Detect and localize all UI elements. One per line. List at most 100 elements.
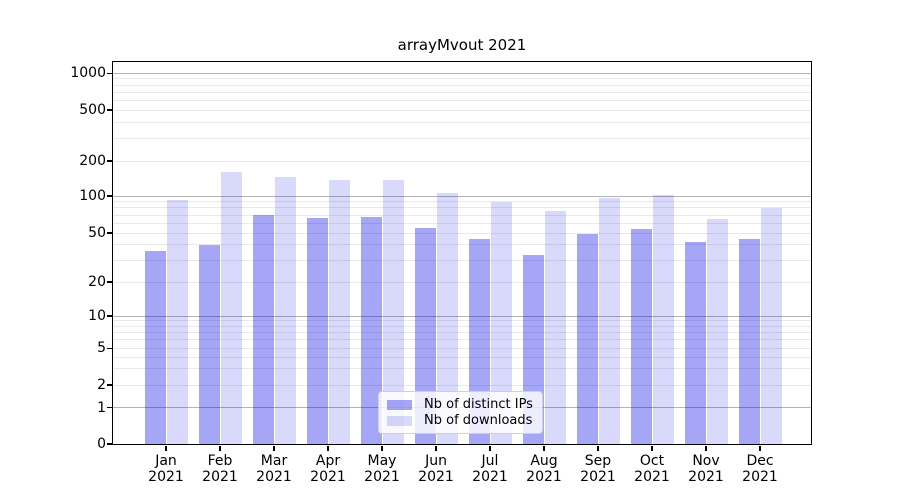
x-tick-year: 2021 bbox=[148, 469, 184, 485]
y-tick-label-50: 50 bbox=[88, 225, 106, 241]
x-tick-year: 2021 bbox=[526, 469, 562, 485]
minor-gridline bbox=[113, 222, 811, 224]
x-tick-mark bbox=[759, 445, 761, 451]
legend-label-distinct-ips: Nb of distinct IPs bbox=[424, 397, 533, 412]
y-tick-label-500: 500 bbox=[79, 102, 106, 118]
minor-gridline bbox=[113, 259, 811, 261]
x-tick-label-feb: Feb 2021 bbox=[190, 453, 250, 485]
minor-gridline bbox=[113, 368, 811, 370]
bar-distinct-ips-nov bbox=[684, 242, 706, 444]
x-tick-month: Aug bbox=[530, 453, 558, 469]
x-tick-label-aug: Aug 2021 bbox=[514, 453, 574, 485]
x-tick-year: 2021 bbox=[202, 469, 238, 485]
minor-gridline bbox=[113, 207, 811, 209]
x-tick-label-oct: Oct 2021 bbox=[622, 453, 682, 485]
y-tick-mark bbox=[107, 109, 113, 111]
x-tick-year: 2021 bbox=[580, 469, 616, 485]
bar-downloads-jun bbox=[436, 192, 458, 444]
bar-downloads-nov bbox=[706, 218, 728, 444]
x-tick-mark bbox=[597, 445, 599, 451]
y-tick-mark bbox=[107, 72, 113, 75]
x-tick-label-jul: Jul 2021 bbox=[460, 453, 520, 485]
bar-downloads-apr bbox=[328, 180, 350, 444]
x-tick-month: Sep bbox=[584, 453, 612, 469]
bar-distinct-ips-oct bbox=[630, 228, 652, 444]
minor-gridline bbox=[113, 201, 811, 203]
x-tick-month: Dec bbox=[746, 453, 774, 469]
minor-gridline bbox=[113, 84, 811, 86]
x-tick-month: Feb bbox=[207, 453, 233, 469]
legend-item-downloads: Nb of downloads bbox=[387, 413, 534, 428]
bar-downloads-dec bbox=[760, 207, 782, 444]
bar-downloads-sep bbox=[598, 198, 620, 444]
x-tick-mark bbox=[165, 445, 167, 451]
legend-swatch-distinct-ips bbox=[387, 399, 412, 410]
minor-gridline bbox=[113, 91, 811, 93]
plot-area bbox=[113, 62, 811, 444]
bar-distinct-ips-apr bbox=[306, 218, 328, 444]
bar-downloads-jan bbox=[166, 200, 188, 444]
y-tick-mark bbox=[107, 281, 113, 283]
x-tick-label-may: May 2021 bbox=[352, 453, 412, 485]
y-tick-label-0: 0 bbox=[97, 436, 106, 452]
y-tick-mark bbox=[107, 384, 113, 386]
bar-downloads-may bbox=[382, 179, 404, 444]
x-tick-year: 2021 bbox=[688, 469, 724, 485]
bar-downloads-aug bbox=[544, 211, 566, 444]
y-tick-mark bbox=[107, 195, 113, 197]
x-tick-month: Oct bbox=[639, 453, 665, 469]
y-tick-label-20: 20 bbox=[88, 274, 106, 290]
bar-downloads-feb bbox=[220, 172, 242, 444]
x-tick-month: Jun bbox=[425, 453, 447, 469]
x-tick-year: 2021 bbox=[742, 469, 778, 485]
y-tick-mark bbox=[107, 160, 113, 162]
x-tick-month: Nov bbox=[692, 453, 720, 469]
major-gridline bbox=[113, 72, 811, 74]
bar-distinct-ips-jun bbox=[414, 227, 436, 444]
y-tick-label-1: 1 bbox=[97, 399, 106, 416]
legend-swatch-downloads bbox=[387, 415, 412, 426]
minor-gridline bbox=[113, 78, 811, 80]
y-tick-mark bbox=[107, 406, 113, 409]
y-tick-label-1000: 1000 bbox=[70, 65, 106, 82]
x-tick-mark bbox=[435, 445, 437, 451]
minor-gridline bbox=[113, 232, 811, 234]
x-tick-label-nov: Nov 2021 bbox=[676, 453, 736, 485]
x-tick-label-apr: Apr 2021 bbox=[298, 453, 358, 485]
minor-gridline bbox=[113, 325, 811, 327]
minor-gridline bbox=[113, 99, 811, 101]
bar-distinct-ips-jan bbox=[144, 250, 166, 444]
x-tick-mark bbox=[651, 445, 653, 451]
x-tick-label-sep: Sep 2021 bbox=[568, 453, 628, 485]
minor-gridline bbox=[113, 244, 811, 246]
x-tick-mark bbox=[381, 445, 383, 451]
bar-distinct-ips-feb bbox=[198, 244, 220, 444]
x-tick-label-jun: Jun 2021 bbox=[406, 453, 466, 485]
x-tick-mark bbox=[489, 445, 491, 451]
minor-gridline bbox=[113, 347, 811, 349]
minor-gridline bbox=[113, 356, 811, 358]
x-tick-month: Jan bbox=[155, 453, 177, 469]
bar-downloads-oct bbox=[652, 195, 674, 444]
x-tick-mark bbox=[543, 445, 545, 451]
bar-distinct-ips-may bbox=[360, 216, 382, 444]
bar-distinct-ips-mar bbox=[252, 215, 274, 444]
y-tick-label-100: 100 bbox=[79, 188, 106, 204]
y-tick-label-5: 5 bbox=[97, 340, 106, 357]
x-tick-mark bbox=[705, 445, 707, 451]
major-gridline bbox=[113, 315, 811, 317]
x-tick-year: 2021 bbox=[418, 469, 454, 485]
legend-item-distinct-ips: Nb of distinct IPs bbox=[387, 397, 534, 412]
minor-gridline bbox=[113, 214, 811, 216]
legend: Nb of distinct IPs Nb of downloads bbox=[378, 391, 543, 434]
bar-distinct-ips-sep bbox=[576, 234, 598, 444]
minor-gridline bbox=[113, 160, 811, 162]
x-tick-month: Apr bbox=[315, 453, 341, 469]
y-tick-label-200: 200 bbox=[79, 153, 106, 169]
x-tick-year: 2021 bbox=[364, 469, 400, 485]
minor-gridline bbox=[113, 121, 811, 123]
y-tick-mark bbox=[107, 232, 113, 234]
bar-distinct-ips-dec bbox=[738, 238, 760, 444]
x-tick-year: 2021 bbox=[634, 469, 670, 485]
